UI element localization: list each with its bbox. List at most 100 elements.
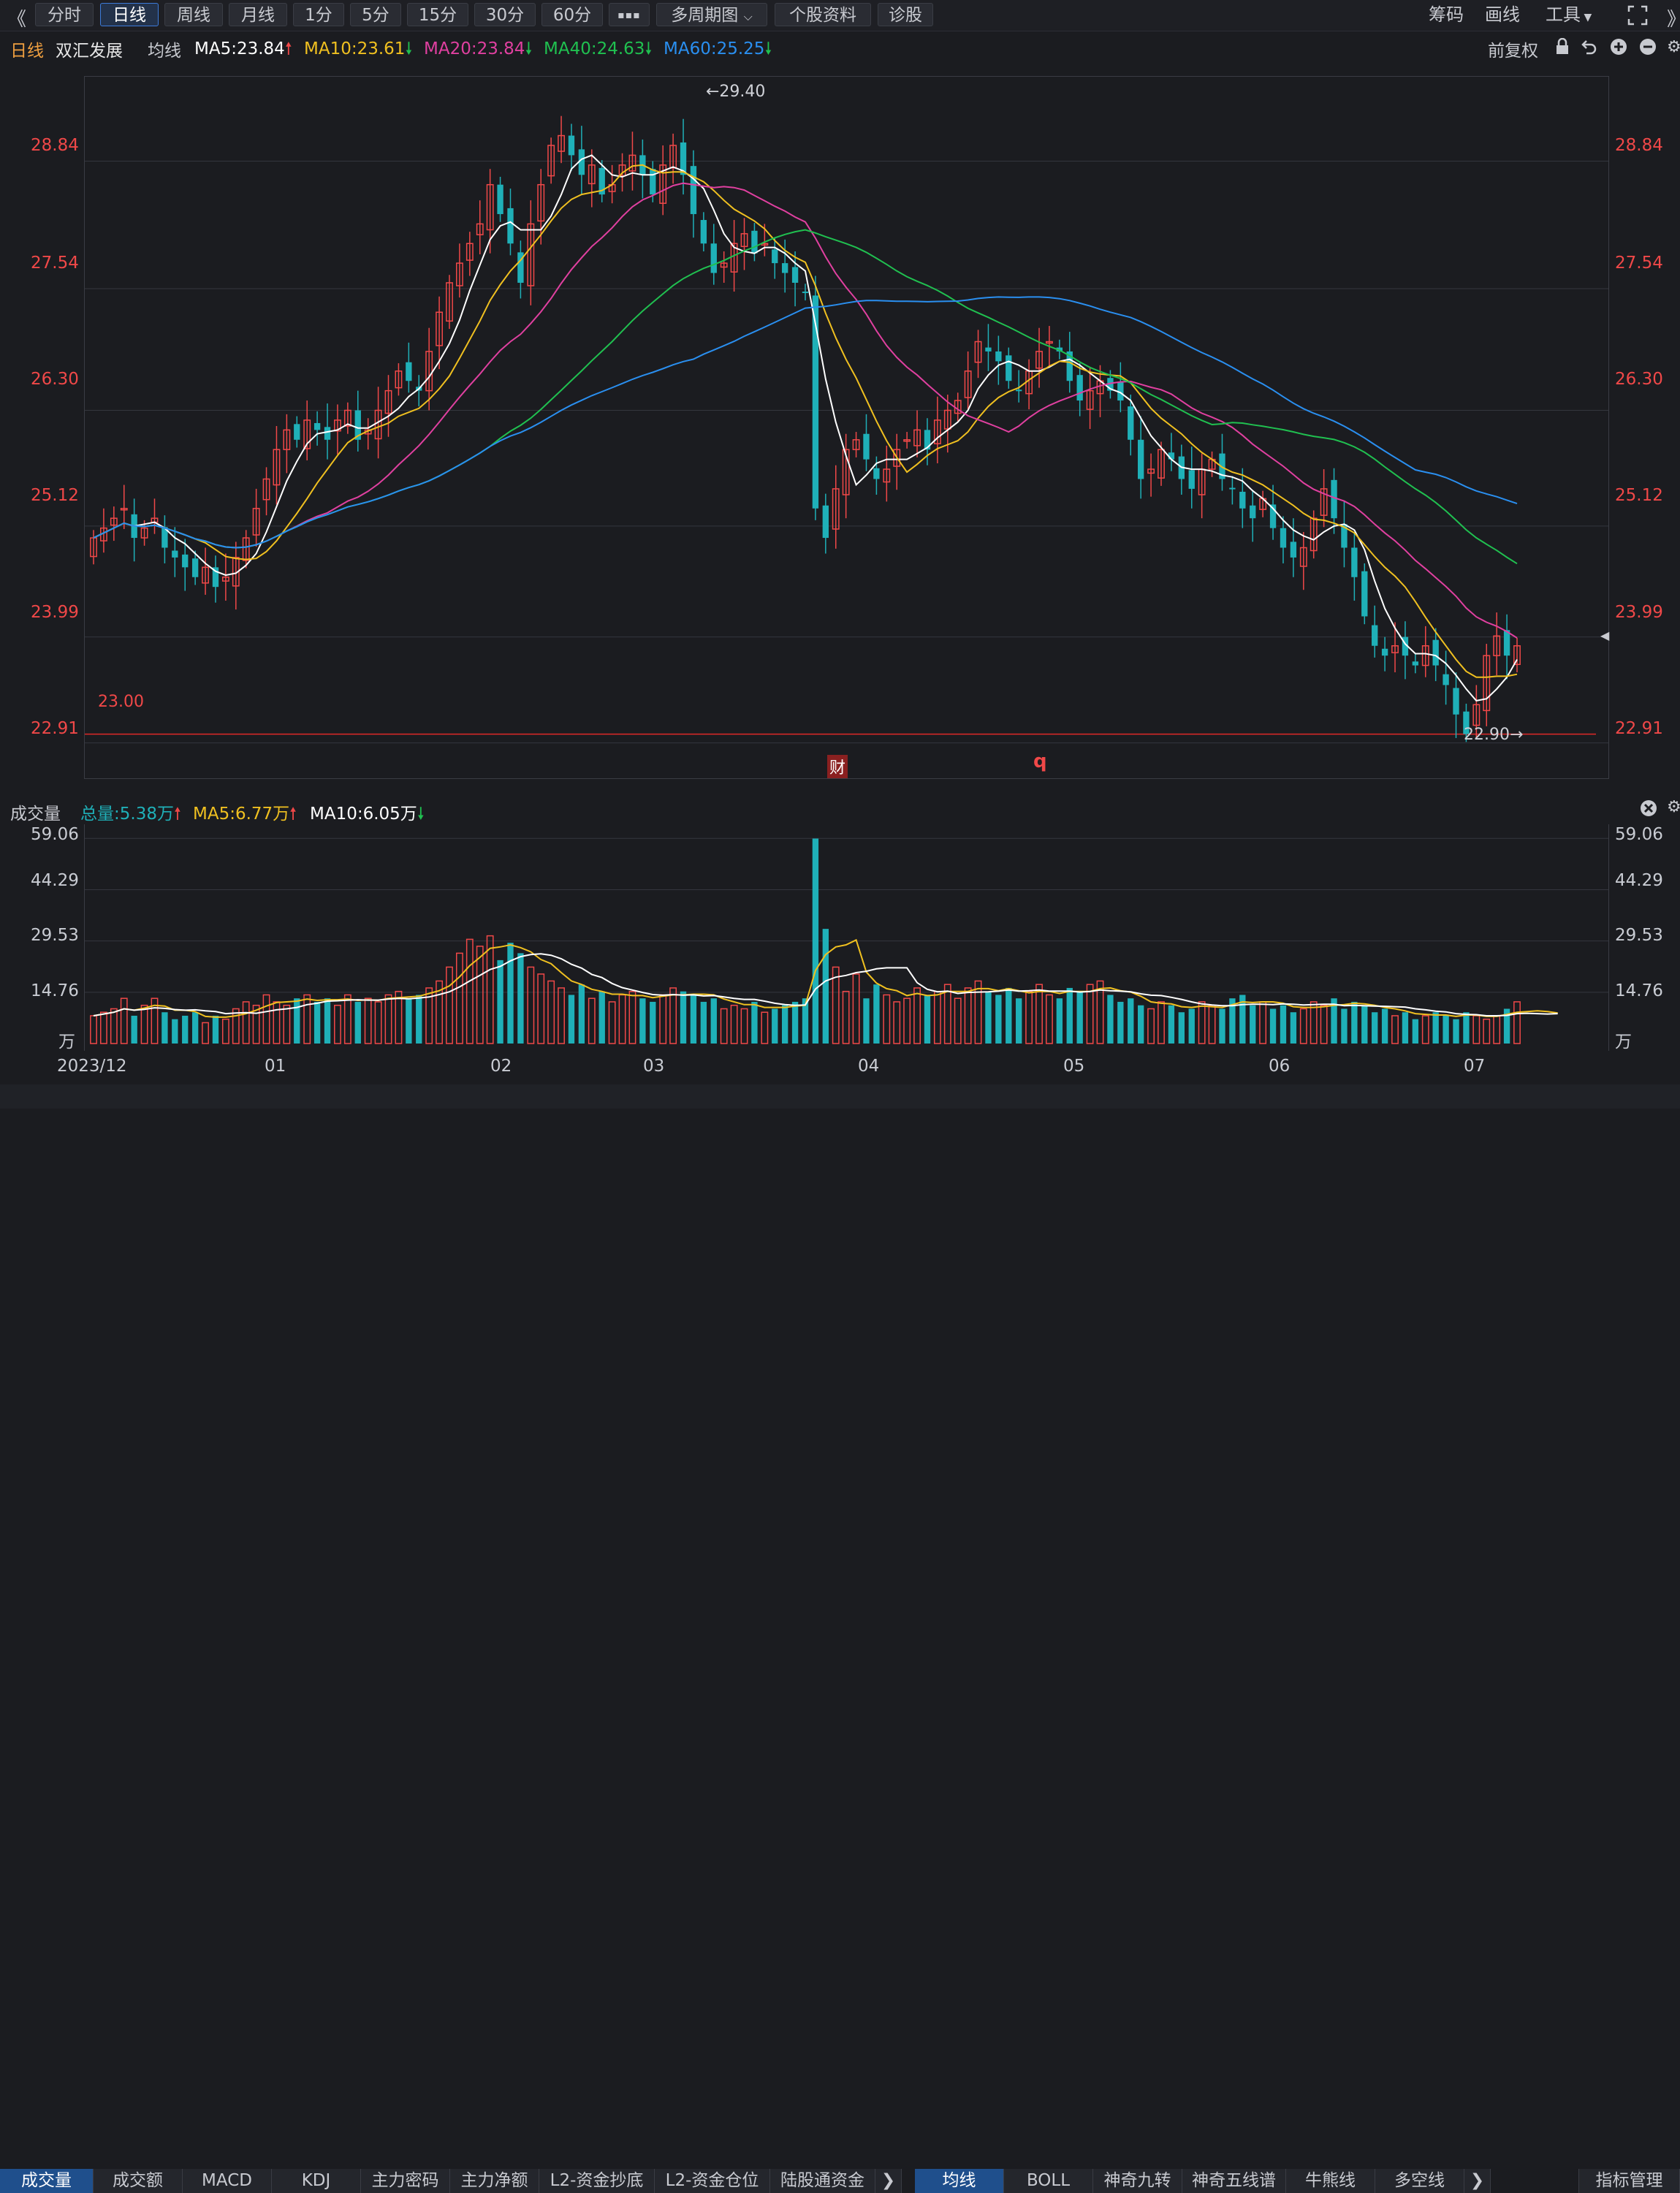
volume-bar-up <box>537 973 545 1044</box>
candle-up <box>1158 449 1165 479</box>
tools-menu[interactable]: 工具 ▼ <box>1546 3 1592 26</box>
arrow-up-icon: 🠕 <box>173 805 181 824</box>
stock-info-button[interactable]: 个股资料 <box>775 3 871 26</box>
period-tab-monthly[interactable]: 月线 <box>229 3 287 26</box>
volume-bar-down <box>1107 995 1114 1044</box>
settings-gear-icon[interactable]: ⚙ <box>1667 38 1680 56</box>
tab-long-short[interactable]: 多空线 <box>1375 2169 1464 2193</box>
volume-bar-up <box>943 984 951 1044</box>
tab-l2-position[interactable]: L2-资金仓位 <box>655 2169 770 2193</box>
period-tab-1min[interactable]: 1分 <box>293 3 344 26</box>
volume-bar-up <box>1035 984 1043 1044</box>
volume-bar-down <box>507 943 514 1044</box>
financial-report-marker[interactable]: 财 <box>827 755 848 778</box>
tab-boll[interactable]: BOLL <box>1004 2169 1093 2193</box>
volume-bar-up <box>343 994 351 1044</box>
tab-turnover[interactable]: 成交额 <box>94 2169 183 2193</box>
volume-bar-up <box>252 1004 260 1044</box>
candle-up <box>1493 635 1501 656</box>
candle-up <box>384 389 392 414</box>
volume-bar-down <box>873 984 880 1044</box>
tabs-scroll-right-icon[interactable]: ❯ <box>875 2169 902 2193</box>
kline-chart-panel[interactable]: ←29.40 22.90→ 23.00 财 q <box>84 76 1609 779</box>
candle-down <box>1117 381 1124 401</box>
volume-chart-svg[interactable] <box>85 824 1608 1051</box>
period-tab-weekly[interactable]: 周线 <box>164 3 223 26</box>
candle-up <box>436 311 444 346</box>
collapse-left-icon[interactable]: 《 <box>7 9 27 31</box>
candle-down <box>182 554 189 568</box>
multi-period-dropdown[interactable]: 多周期图 ⌵ <box>656 3 767 26</box>
period-tab-5min[interactable]: 5分 <box>350 3 401 26</box>
candle-up <box>832 488 840 530</box>
tab-hk-connect[interactable]: 陆股通资金 <box>770 2169 875 2193</box>
volume-bar-down <box>568 995 575 1044</box>
draw-line-button[interactable]: 画线 <box>1485 4 1520 25</box>
tab-macd[interactable]: MACD <box>183 2169 272 2193</box>
volume-tick: 59.06 <box>1615 825 1663 844</box>
zoom-in-icon[interactable] <box>1610 38 1627 58</box>
candle-down <box>1443 674 1449 685</box>
volume-bar-up <box>659 994 667 1044</box>
candle-down <box>822 505 829 539</box>
volume-bar-up <box>547 980 555 1044</box>
q-marker[interactable]: q <box>1033 750 1047 772</box>
volume-ma5: MA5:6.77万🠕 <box>193 799 297 830</box>
tab-kdj[interactable]: KDJ <box>272 2169 361 2193</box>
period-tab-daily[interactable]: 日线 <box>100 3 159 26</box>
period-tab-fenshi[interactable]: 分时 <box>35 3 94 26</box>
tab-main-net[interactable]: 主力净额 <box>450 2169 539 2193</box>
volume-bar-down <box>1402 1012 1409 1044</box>
tab-l2-bottom[interactable]: L2-资金抄底 <box>539 2169 655 2193</box>
candle-up <box>303 419 311 449</box>
candle-down <box>1381 648 1388 656</box>
volume-bar-down <box>598 991 605 1044</box>
volume-title[interactable]: 成交量 <box>10 805 61 824</box>
candle-down <box>1188 470 1195 489</box>
candle-down <box>924 430 931 450</box>
price-tick: 22.91 <box>31 719 79 738</box>
indicator-manage-button[interactable]: 指标管理 <box>1578 2169 1680 2193</box>
tab-volume[interactable]: 成交量 <box>0 2169 94 2193</box>
zoom-out-icon[interactable] <box>1639 38 1657 58</box>
volume-bar-down <box>324 998 331 1044</box>
candle-up <box>110 517 118 526</box>
period-tab-15min[interactable]: 15分 <box>407 3 468 26</box>
volume-bar-down <box>1219 1008 1225 1044</box>
lock-icon[interactable] <box>1554 37 1570 58</box>
more-button[interactable]: ▪▪▪ <box>609 3 650 26</box>
candle-down <box>406 362 412 381</box>
expand-icon[interactable] <box>1627 4 1649 29</box>
candle-down <box>1066 351 1073 381</box>
tab-bull-bear[interactable]: 牛熊线 <box>1286 2169 1375 2193</box>
candle-up <box>465 243 474 261</box>
volume-bar-down <box>182 1015 189 1044</box>
tab-main-code[interactable]: 主力密码 <box>361 2169 450 2193</box>
period-tab-60min[interactable]: 60分 <box>541 3 603 26</box>
close-panel-icon[interactable] <box>1640 799 1657 820</box>
collapse-right-icon[interactable]: 》 <box>1667 4 1680 31</box>
tabs-scroll-right-icon[interactable]: ❯ <box>1464 2169 1491 2193</box>
chips-button[interactable]: 筹码 <box>1429 4 1464 25</box>
tab-ma-overlay[interactable]: 均线 <box>915 2169 1004 2193</box>
tab-magic-five[interactable]: 神奇五线谱 <box>1182 2169 1286 2193</box>
kline-chart-svg[interactable] <box>85 77 1608 778</box>
volume-settings-gear-icon[interactable]: ⚙ <box>1667 798 1680 816</box>
undo-icon[interactable] <box>1581 38 1598 58</box>
adjust-mode[interactable]: 前复权 <box>1488 42 1538 61</box>
price-tick: 25.12 <box>1615 486 1663 505</box>
price-tick: 27.54 <box>1615 254 1663 273</box>
ma-label[interactable]: 均线 <box>148 42 181 61</box>
candle-down <box>212 567 219 588</box>
candle-down <box>700 220 707 244</box>
volume-bar-up <box>99 1011 107 1044</box>
diagnose-button[interactable]: 诊股 <box>878 3 933 26</box>
period-tab-30min[interactable]: 30分 <box>474 3 536 26</box>
volume-chart-panel[interactable] <box>84 824 1609 1051</box>
candle-down <box>294 424 300 440</box>
candle-up <box>140 527 148 539</box>
volume-bar-up <box>120 997 128 1044</box>
tab-magic-nine[interactable]: 神奇九转 <box>1093 2169 1182 2193</box>
price-tick: 28.84 <box>1615 136 1663 155</box>
volume-bar-up <box>1493 1015 1501 1044</box>
